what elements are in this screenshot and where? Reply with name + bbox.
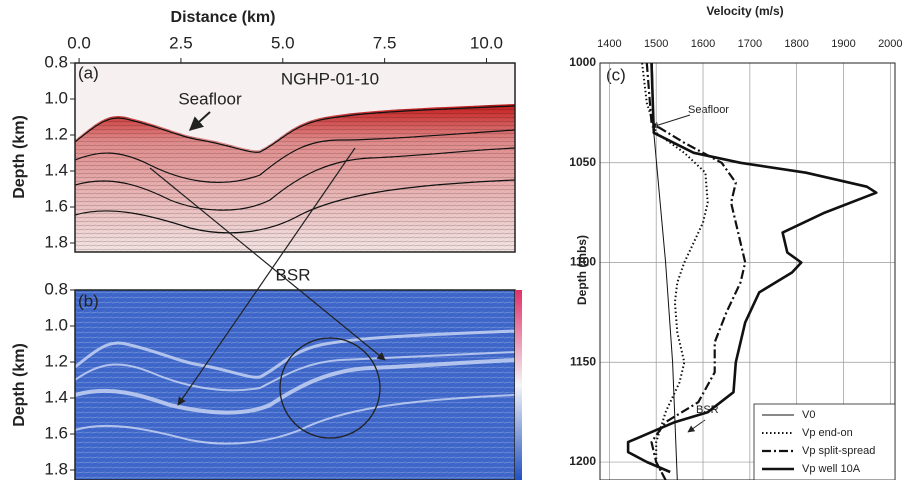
- x-axis-title: Distance (km): [171, 9, 276, 26]
- bsr-arrow: [177, 147, 356, 406]
- x-tick-label: 1400: [597, 38, 621, 50]
- y-tick-label: 1.4: [44, 160, 68, 179]
- y-axis-title: Depth (mbs): [575, 235, 589, 305]
- x-tick-label: 5.0: [271, 33, 295, 52]
- x-tick-label: 0.0: [67, 33, 91, 52]
- x-tick-label: 2000: [878, 38, 902, 50]
- annotation-arrow: [651, 114, 691, 129]
- legend-box: [753, 403, 896, 480]
- series-line: [641, 63, 709, 480]
- frame-a: [74, 62, 516, 253]
- y-tick-label: 1200: [569, 454, 596, 468]
- seafloor-arrow: [188, 111, 211, 131]
- annotation-arrow: [687, 419, 706, 433]
- y-tick-label: 1150: [570, 354, 596, 368]
- x-axis-title: Velocity (m/s): [706, 4, 783, 18]
- x-tick-label: 2.5: [169, 33, 193, 52]
- annotation: Seafloor: [178, 89, 242, 108]
- panel-label: (b): [78, 291, 99, 310]
- y-axis-title: Depth (km): [11, 343, 28, 427]
- legend-label: Vp end-on: [802, 427, 853, 439]
- x-tick-label: 1700: [738, 38, 762, 50]
- y-tick-label: 1.2: [44, 124, 68, 143]
- y-tick-label: 0.8: [44, 279, 68, 298]
- seismic-image-b: [75, 290, 515, 480]
- y-tick-label: 1.6: [44, 196, 68, 215]
- x-tick-label: 1800: [784, 38, 808, 50]
- y-tick-label: 1.4: [44, 387, 68, 406]
- legend-label: V0: [802, 409, 815, 421]
- y-axis-title: Depth (km): [11, 115, 28, 199]
- y-tick-label: 1.6: [44, 423, 68, 442]
- x-tick-label: 10.0: [470, 33, 503, 52]
- y-tick-label: 1.0: [44, 315, 68, 334]
- y-tick-label: 1000: [569, 55, 596, 69]
- y-tick-label: 1.8: [44, 459, 68, 478]
- legend-label: Vp well 10A: [802, 463, 861, 475]
- panel-label: (c): [606, 65, 626, 84]
- y-tick-label: 1.8: [44, 232, 68, 251]
- colorbar: [515, 290, 522, 480]
- bsr-arrow: [149, 167, 386, 361]
- annotation: NGHP-01-10: [281, 69, 379, 88]
- x-tick-label: 1600: [691, 38, 715, 50]
- y-tick-label: 1100: [570, 255, 596, 269]
- series-line: [626, 63, 878, 474]
- plot-area: [626, 63, 878, 480]
- y-tick-label: 0.8: [44, 52, 68, 71]
- seismic-image-a: [75, 63, 515, 252]
- annotation: BSR: [276, 265, 311, 284]
- x-tick-label: 1500: [644, 38, 668, 50]
- y-tick-label: 1.2: [44, 351, 68, 370]
- annotation: Seafloor: [688, 104, 729, 116]
- y-tick-label: 1050: [569, 155, 596, 169]
- x-tick-label: 1900: [831, 38, 855, 50]
- y-tick-label: 1.0: [44, 88, 68, 107]
- panel-label: (a): [78, 63, 99, 82]
- x-tick-label: 7.5: [373, 33, 397, 52]
- series-line: [645, 63, 747, 480]
- plot-frame: [599, 62, 896, 480]
- legend-label: Vp split-spread: [802, 445, 875, 457]
